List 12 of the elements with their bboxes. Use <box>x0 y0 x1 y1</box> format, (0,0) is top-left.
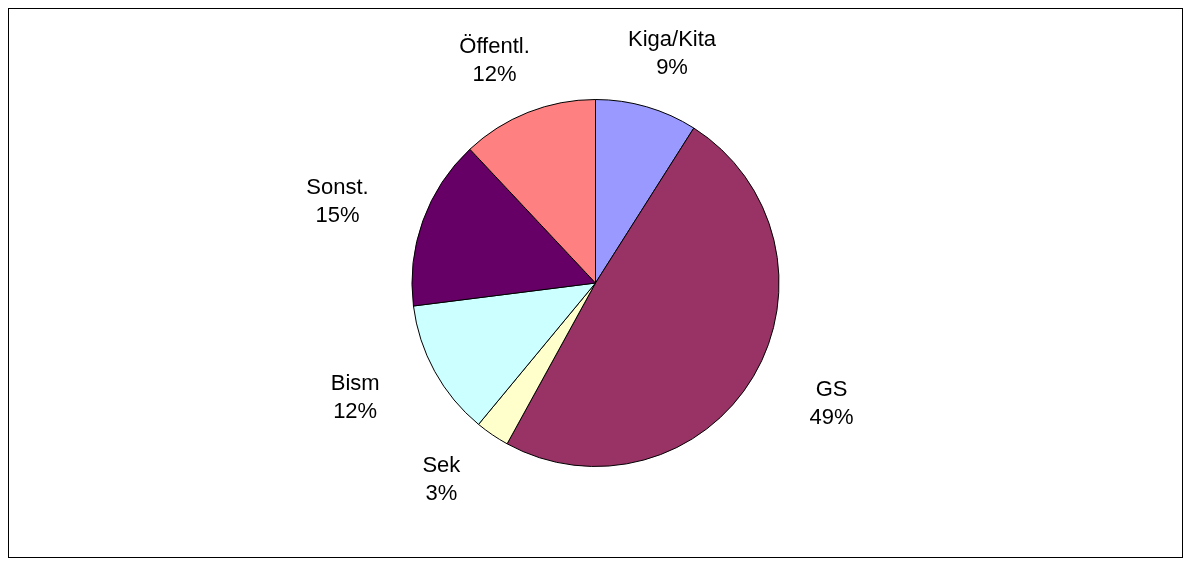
data-label: 3% <box>425 480 458 506</box>
slice-label: Kiga/Kita <box>627 26 717 52</box>
slice-label: GS <box>815 376 848 402</box>
data-label: 9% <box>656 54 688 80</box>
data-label: 12% <box>472 61 517 87</box>
data-label: 15% <box>315 202 360 228</box>
slice-label: Bism <box>330 369 380 395</box>
slice-label: Sonst. <box>306 174 369 200</box>
slice-label: Öffentl. <box>459 33 530 59</box>
slice-label: Sek <box>422 452 462 478</box>
data-label: 12% <box>333 397 378 423</box>
data-label: 49% <box>809 404 854 430</box>
